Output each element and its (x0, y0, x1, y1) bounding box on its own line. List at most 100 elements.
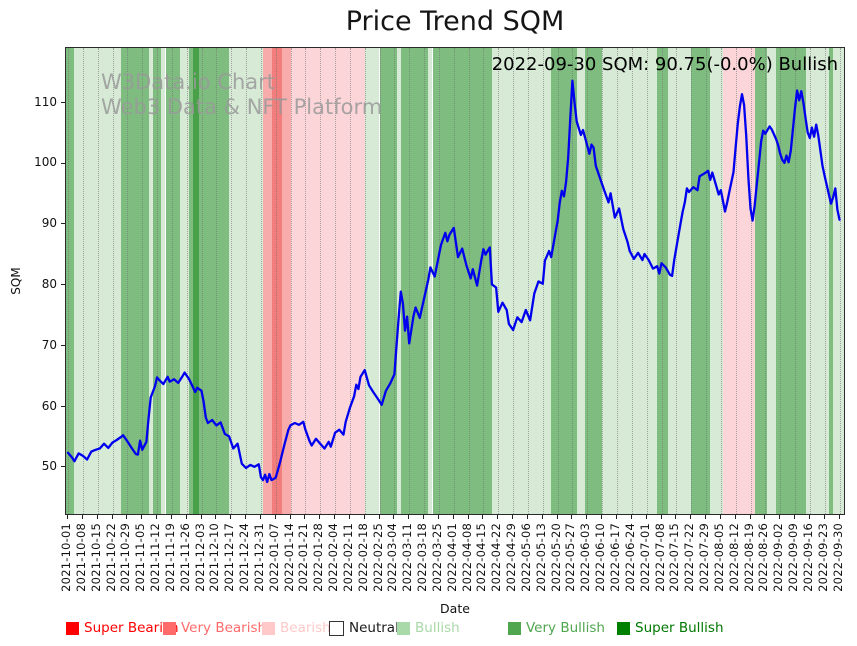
x-tick-mark (170, 515, 172, 519)
x-tick-mark (452, 515, 454, 519)
gridline (82, 48, 84, 514)
gridline (260, 48, 262, 514)
sentiment-band-bullish (576, 48, 586, 514)
y-tick-label: 110 (34, 94, 57, 109)
x-tick-label: 2022-04-29 (504, 523, 519, 592)
x-tick-mark (823, 515, 825, 519)
x-tick-label: 2022-05-20 (548, 523, 563, 592)
gridline (379, 48, 381, 514)
x-tick-label: 2021-12-03 (192, 523, 207, 592)
x-tick-label: 2022-02-04 (326, 523, 341, 592)
legend-swatch-icon (262, 621, 275, 635)
y-tick-label: 80 (41, 277, 57, 292)
sentiment-band-very_bullish (199, 48, 230, 514)
x-tick-mark (794, 515, 795, 519)
x-tick-label: 2022-07-22 (682, 523, 697, 592)
x-tick-label: 2021-10-29 (118, 523, 133, 592)
x-tick-mark (67, 515, 68, 519)
x-tick-mark (274, 515, 276, 519)
legend-item-neutral: Neutral (329, 618, 399, 638)
legend-item-bullish: Bullish (397, 618, 460, 638)
sentiment-band-bullish (602, 48, 658, 514)
x-tick-mark (838, 515, 840, 519)
x-tick-mark (601, 515, 603, 519)
x-tick-label: 2021-12-24 (237, 523, 251, 592)
gridline (305, 48, 307, 514)
gridline (394, 48, 396, 514)
x-tick-mark (690, 515, 692, 519)
x-tick-mark (319, 515, 321, 519)
sentiment-band-very_bullish (188, 48, 193, 514)
legend-label: Bearish (280, 620, 331, 636)
x-tick-label: 2022-03-18 (415, 523, 430, 592)
y-tick-label: 60 (41, 398, 57, 413)
gridline (424, 48, 426, 514)
x-tick-mark (215, 515, 217, 519)
sentiment-band-very_bullish (121, 48, 149, 514)
x-tick-label: 2022-07-08 (652, 523, 667, 592)
legend-swatch-icon (508, 621, 521, 635)
gridline (142, 48, 144, 514)
gridline (320, 48, 322, 514)
x-tick-mark (764, 515, 766, 519)
x-tick-mark (289, 515, 291, 519)
x-tick-mark (304, 515, 306, 519)
price-line (66, 79, 841, 484)
legend-label: Very Bullish (526, 620, 605, 636)
sentiment-band-bullish (491, 48, 552, 514)
gridline (661, 48, 663, 514)
legend-label: Bullish (415, 620, 460, 636)
x-tick-mark (126, 515, 128, 519)
gridline (438, 48, 440, 514)
gridline (617, 48, 618, 514)
gridline (290, 48, 292, 514)
gridline (720, 48, 722, 514)
x-tick-label: 2022-04-22 (489, 523, 504, 592)
x-tick-mark (779, 515, 781, 519)
sentiment-band-very_bullish (691, 48, 711, 514)
x-tick-label: 2022-03-11 (400, 523, 415, 592)
x-tick-mark (630, 515, 632, 519)
x-tick-label: 2021-11-26 (177, 523, 192, 592)
gridline (349, 48, 351, 514)
sentiment-band-very_bullish (828, 48, 834, 514)
x-tick-label: 2022-01-14 (281, 523, 296, 592)
x-tick-label: 2022-06-10 (593, 523, 608, 592)
x-tick-label: 2022-07-15 (667, 523, 682, 592)
gridline (453, 48, 455, 514)
x-tick-label: 2022-09-30 (830, 523, 845, 592)
legend-item-very-bullish: Very Bullish (508, 618, 605, 638)
sentiment-band-super_bearish (271, 48, 283, 514)
sentiment-band-very_bullish (551, 48, 577, 514)
sentiment-band-bullish (161, 48, 166, 514)
x-tick-mark (675, 515, 677, 519)
x-tick-label: 2022-08-26 (756, 523, 771, 592)
gridline (557, 48, 559, 514)
sentiment-band-bullish (396, 48, 401, 514)
x-axis-label: Date (440, 601, 470, 616)
gridline (97, 48, 99, 514)
x-tick-label: 2022-09-23 (815, 523, 830, 592)
x-tick-mark (141, 515, 143, 519)
x-tick-mark (482, 515, 484, 519)
y-axis-label: SQM (9, 267, 23, 295)
y-tick-mark (61, 405, 65, 407)
x-tick-label: 2021-11-12 (148, 523, 162, 592)
x-tick-mark (393, 515, 395, 519)
x-tick-mark (156, 515, 157, 519)
sentiment-band-very_bullish (165, 48, 181, 514)
x-tick-label: 2022-03-25 (429, 523, 444, 592)
sentiment-band-very_bullish (66, 48, 75, 514)
x-tick-label: 2021-10-01 (59, 523, 73, 592)
gridline (157, 48, 158, 514)
gridline (498, 48, 500, 514)
x-tick-label: 2022-06-03 (578, 523, 593, 592)
gridline (602, 48, 604, 514)
x-tick-label: 2022-07-01 (637, 523, 652, 592)
gridline (824, 48, 826, 514)
legend-swatch-icon (397, 621, 410, 635)
y-tick-mark (61, 101, 65, 103)
x-tick-label: 2022-04-08 (459, 523, 474, 592)
y-tick-mark (61, 466, 65, 468)
gridline (527, 48, 529, 514)
